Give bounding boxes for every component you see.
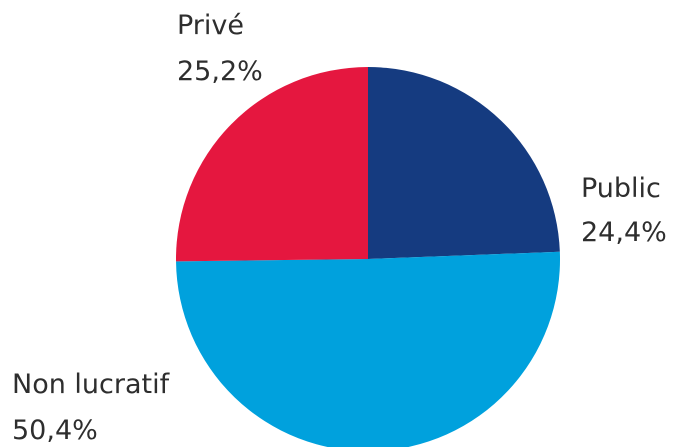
slice-label-non-lucratif: Non lucratif (12, 369, 171, 400)
pie-slice-non-lucratif (176, 251, 560, 447)
slice-label-prive: Privé (177, 10, 244, 41)
slice-value-prive: 25,2% (177, 56, 263, 87)
slice-value-public: 24,4% (581, 217, 667, 248)
slice-value-non-lucratif: 50,4% (12, 415, 98, 446)
slice-label-public: Public (581, 173, 661, 204)
pie-slices (176, 67, 560, 447)
pie-slice-priv- (176, 67, 368, 262)
pie-slice-public (368, 67, 560, 259)
